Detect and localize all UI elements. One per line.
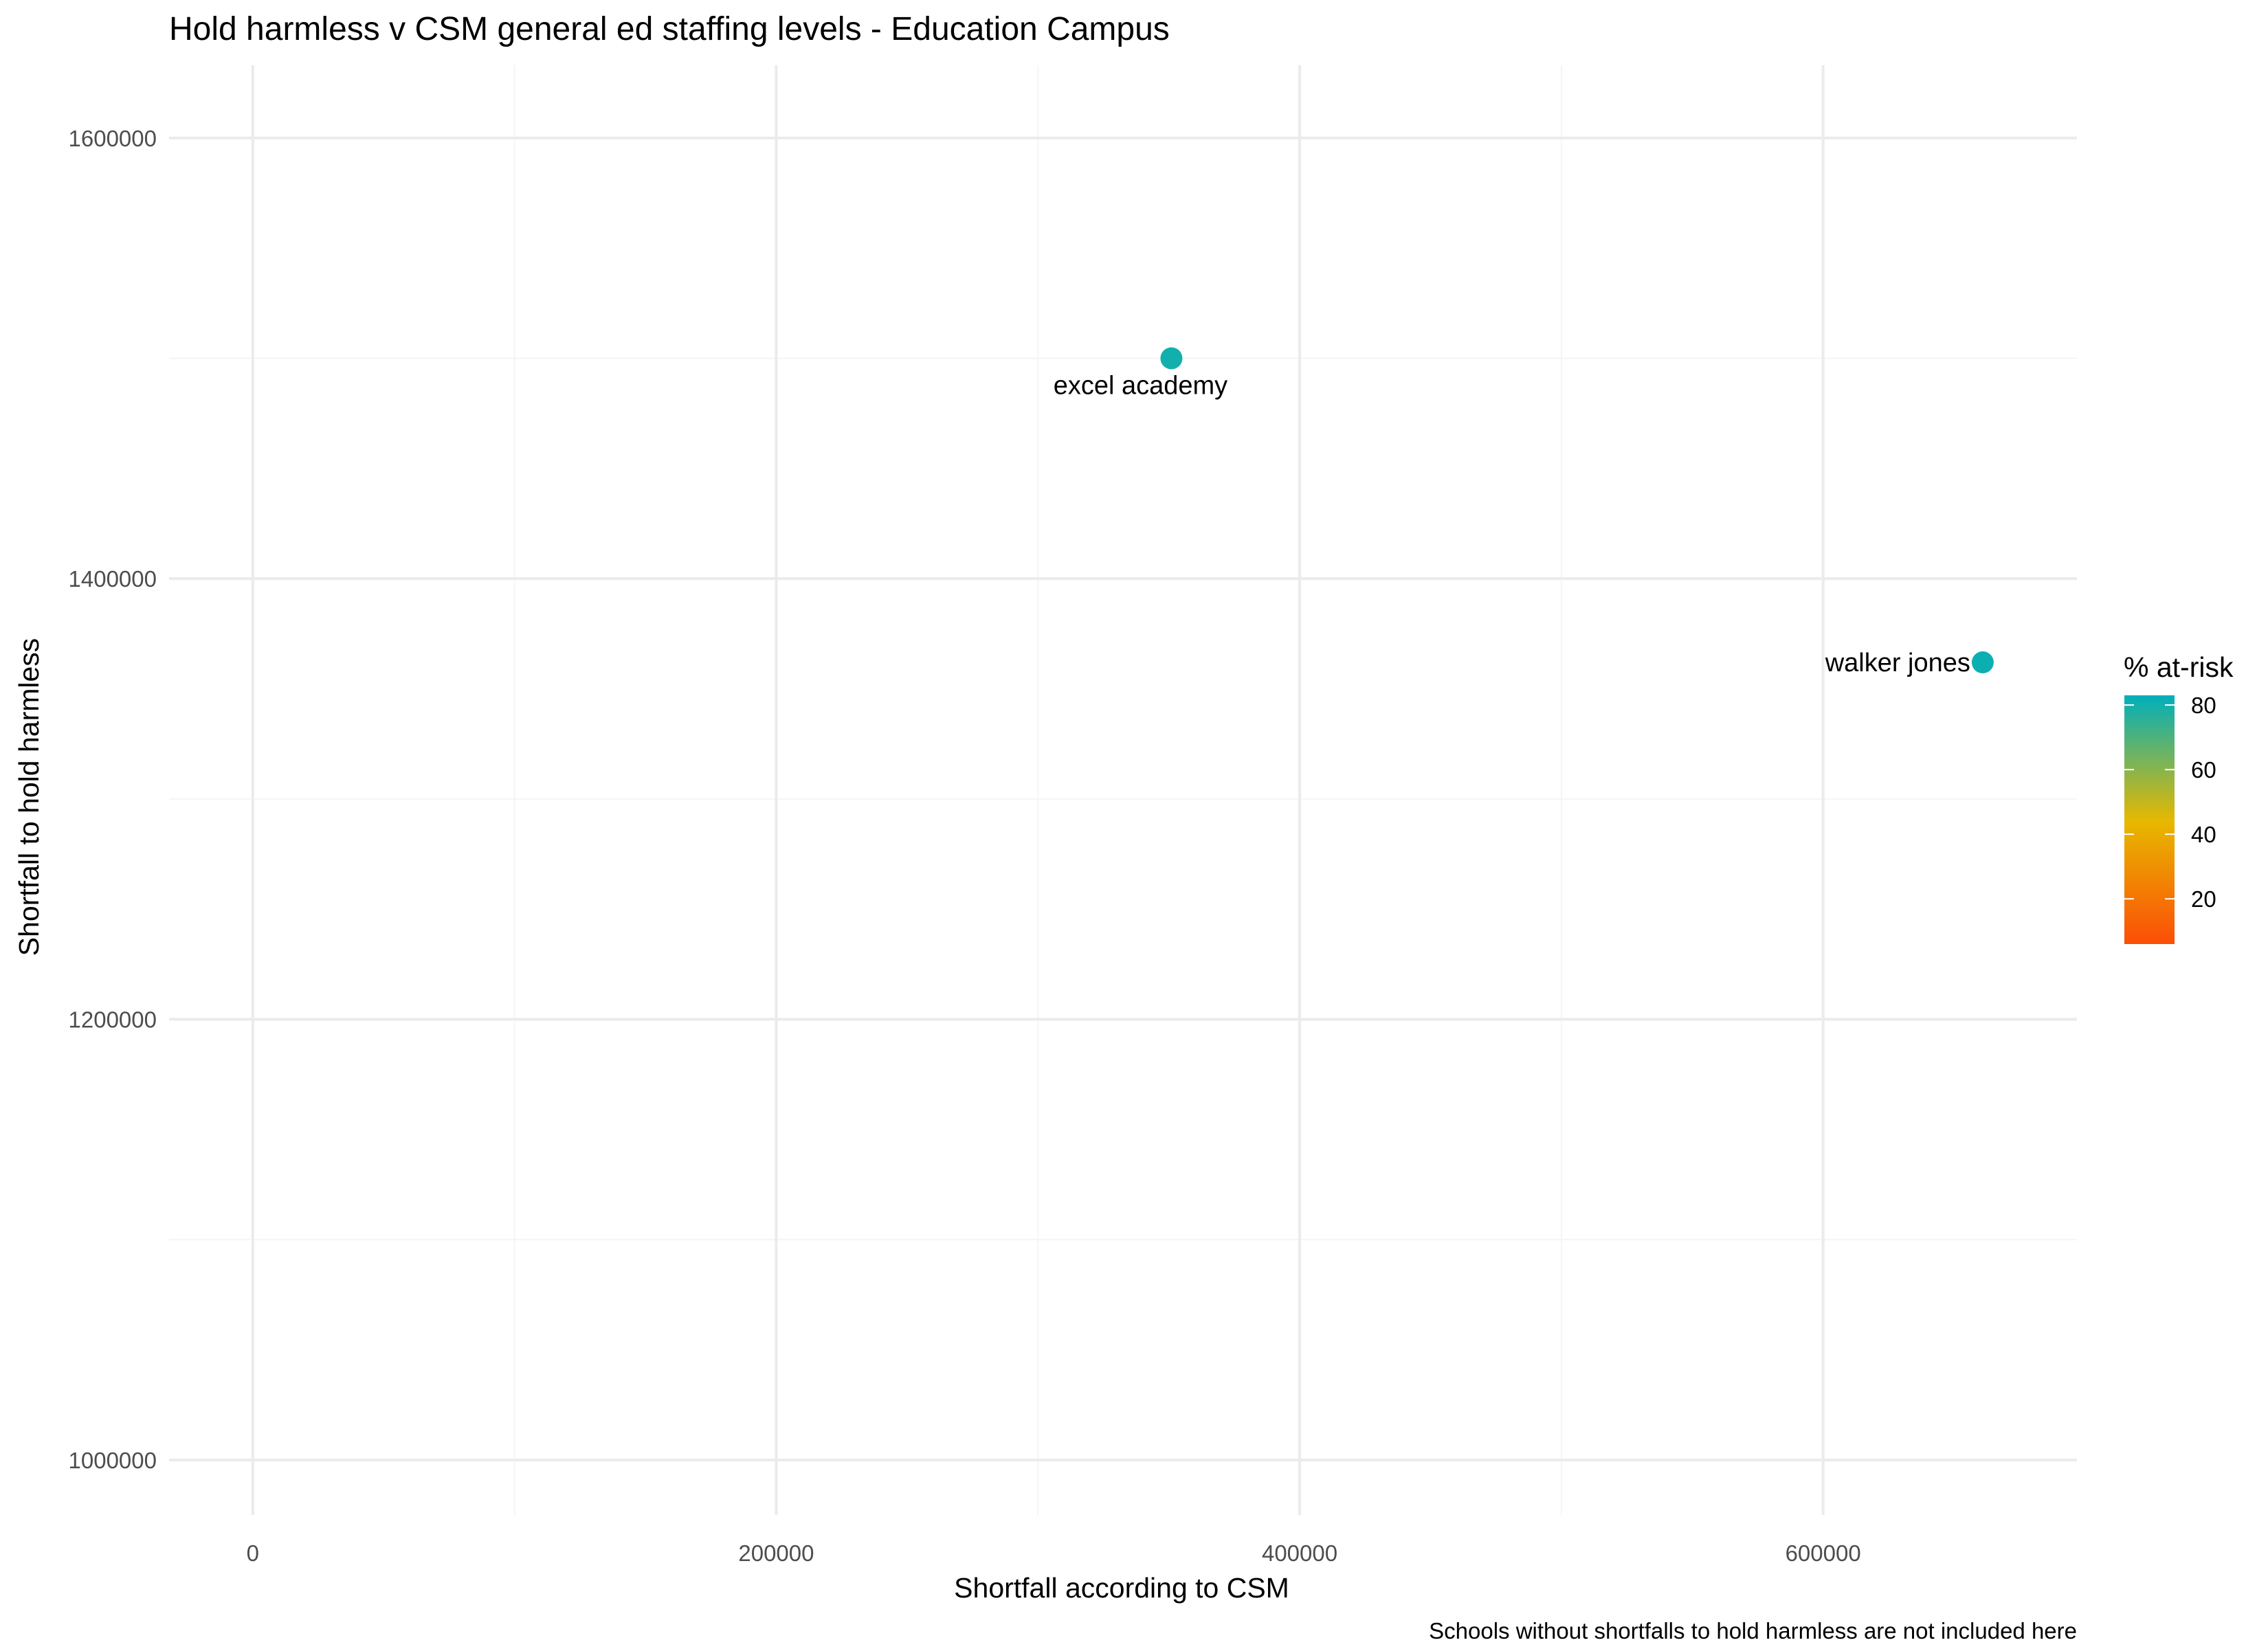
legend-ticks: 20 40 60 80 <box>2124 693 2216 912</box>
legend-title: % at-risk <box>2124 651 2234 683</box>
legend-tick-label: 20 <box>2191 886 2216 912</box>
legend-tick-label: 80 <box>2191 693 2216 718</box>
y-tick-label: 1000000 <box>69 1448 157 1473</box>
point-label: excel academy <box>1054 371 1227 400</box>
data-point <box>1971 651 1994 674</box>
legend-tick-label: 40 <box>2191 822 2216 847</box>
data-points: excel academy walker jones <box>1054 347 1994 677</box>
y-axis-label: Shortfall to hold harmless <box>13 638 45 956</box>
x-axis-tick-labels: 0 200000 400000 600000 <box>247 1540 1861 1566</box>
grid-major <box>169 65 2077 1515</box>
grid-minor <box>169 65 2077 1515</box>
y-tick-label: 1200000 <box>69 1007 157 1032</box>
legend-colorbar <box>2124 695 2175 944</box>
x-tick-label: 0 <box>247 1540 259 1566</box>
chart-title: Hold harmless v CSM general ed staffing … <box>169 11 1170 47</box>
data-point <box>1160 347 1183 370</box>
x-tick-label: 200000 <box>738 1540 814 1566</box>
point-label: walker jones <box>1825 649 1970 677</box>
x-tick-label: 600000 <box>1786 1540 1861 1566</box>
legend-tick-label: 60 <box>2191 757 2216 783</box>
caption: Schools without shortfalls to hold harml… <box>1429 1618 2077 1644</box>
x-axis-label: Shortfall according to CSM <box>954 1572 1289 1604</box>
y-tick-label: 1400000 <box>69 566 157 592</box>
y-axis-tick-labels: 1000000 1200000 1400000 1600000 <box>69 126 157 1473</box>
x-tick-label: 400000 <box>1262 1540 1337 1566</box>
y-tick-label: 1600000 <box>69 126 157 151</box>
color-legend: % at-risk 20 40 60 80 <box>2124 651 2234 944</box>
